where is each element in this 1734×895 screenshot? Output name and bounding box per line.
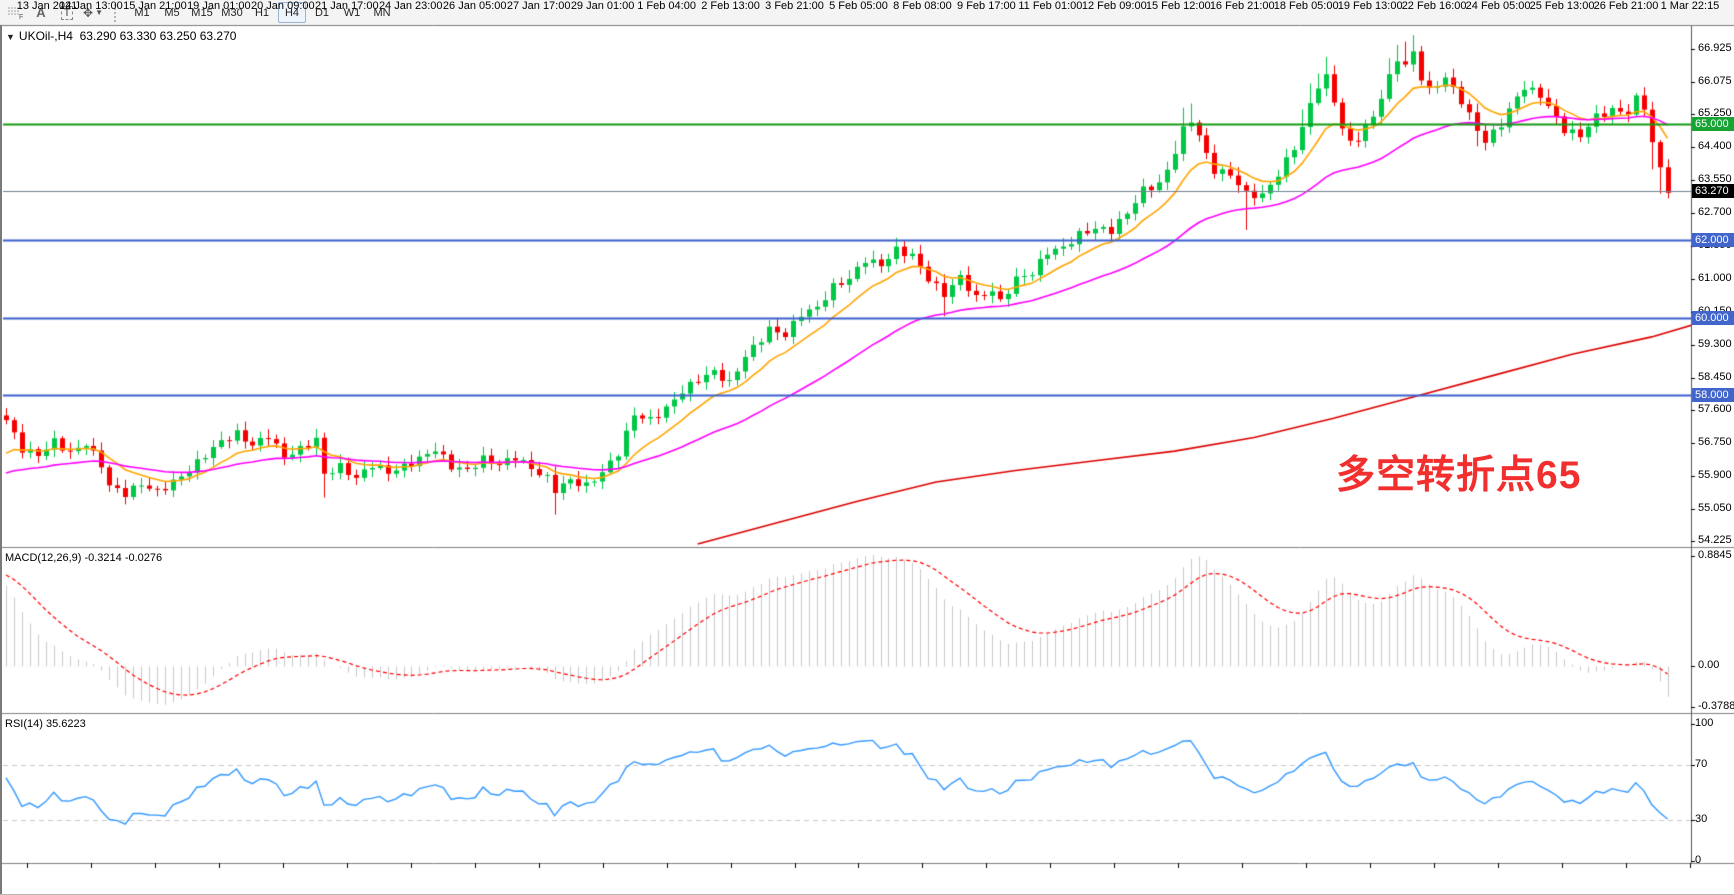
time-axis-label: 19 Jan 01:00 — [187, 0, 251, 12]
current-price-badge: 63.270 — [1692, 184, 1734, 198]
macd-tick-label: 0.00 — [1698, 659, 1720, 671]
time-axis-label: 12 Feb 09:00 — [1081, 0, 1147, 12]
time-axis-label: 11 Feb 01:00 — [1018, 0, 1083, 12]
price-tick-label: 66.075 — [1698, 75, 1732, 87]
hline-price-badge: 60.000 — [1692, 311, 1734, 325]
price-tick-label: 55.900 — [1698, 469, 1732, 481]
rsi-tick-label: 30 — [1695, 813, 1708, 825]
window-left-frame — [0, 25, 2, 894]
chevron-down-icon[interactable]: ▼ — [6, 32, 15, 42]
hline-price-badge: 58.000 — [1692, 388, 1734, 402]
time-axis-label: 19 Feb 13:00 — [1337, 0, 1403, 12]
time-axis-label: 20 Jan 09:00 — [251, 0, 315, 12]
time-axis-label: 3 Feb 21:00 — [765, 0, 824, 12]
time-axis-label: 18 Feb 05:00 — [1273, 0, 1339, 12]
time-axis-label: 24 Jan 23:00 — [378, 0, 443, 12]
time-axis-label: 15 Jan 21:00 — [123, 0, 187, 12]
price-tick-label: 61.000 — [1698, 272, 1732, 284]
chart-title: ▼ UKOil-,H4 63.290 63.330 63.250 63.270 — [6, 29, 236, 43]
symbol-period-label: UKOil-,H4 — [18, 29, 73, 43]
ohlc-values: 63.290 63.330 63.250 63.270 — [79, 29, 237, 43]
macd-tick-label: 0.8845 — [1698, 549, 1732, 561]
rsi-indicator-label: RSI(14) 35.6223 — [5, 718, 86, 730]
price-tick-label: 65.250 — [1698, 107, 1732, 119]
price-tick-label: 58.450 — [1698, 371, 1732, 383]
price-tick-label: 63.550 — [1698, 173, 1732, 185]
price-tick-label: 66.925 — [1698, 42, 1732, 54]
rsi-tick-label: 0 — [1695, 854, 1702, 866]
time-axis-label: 27 Jan 17:00 — [506, 0, 571, 12]
time-axis-label: 16 Feb 21:00 — [1209, 0, 1275, 12]
rsi-tick-label: 70 — [1695, 758, 1708, 770]
price-tick-label: 54.225 — [1698, 534, 1732, 546]
price-tick-label: 56.750 — [1698, 436, 1732, 448]
hline-price-badge: 65.000 — [1692, 117, 1734, 131]
chart-annotation-text: 多空转折点65 — [1336, 454, 1582, 497]
price-tick-label: 64.400 — [1698, 140, 1732, 152]
time-axis-label: 2 Feb 13:00 — [701, 0, 760, 12]
time-axis-label: 14 Jan 13:00 — [59, 0, 123, 12]
time-axis-label: 5 Feb 05:00 — [829, 0, 888, 12]
macd-tick-label: -0.3788 — [1698, 700, 1734, 712]
time-axis-label: 1 Mar 22:15 — [1660, 0, 1720, 12]
time-axis-label: 24 Feb 05:00 — [1465, 0, 1531, 12]
price-tick-label: 62.700 — [1698, 206, 1732, 218]
macd-indicator-label: MACD(12,26,9) -0.3214 -0.0276 — [5, 552, 163, 564]
price-tick-label: 59.300 — [1698, 338, 1732, 350]
rsi-tick-label: 100 — [1695, 717, 1714, 729]
time-axis-label: 13 Jan 2021 — [16, 0, 78, 12]
time-axis-label: 26 Jan 05:00 — [442, 0, 507, 12]
time-axis-label: 25 Feb 13:00 — [1529, 0, 1595, 12]
time-axis-label: 29 Jan 01:00 — [570, 0, 635, 12]
price-tick-label: 55.050 — [1698, 502, 1732, 514]
time-axis-label: 9 Feb 17:00 — [957, 0, 1016, 12]
time-axis-label: 8 Feb 08:00 — [893, 0, 952, 12]
hline-price-badge: 62.000 — [1692, 233, 1734, 247]
time-axis-label: 15 Feb 12:00 — [1145, 0, 1211, 12]
price-tick-label: 57.600 — [1698, 403, 1732, 415]
time-axis-label: 22 Feb 16:00 — [1401, 0, 1467, 12]
time-axis-label: 1 Feb 04:00 — [637, 0, 696, 12]
time-axis-label: 21 Jan 17:00 — [314, 0, 379, 12]
time-axis-label: 26 Feb 21:00 — [1593, 0, 1659, 12]
